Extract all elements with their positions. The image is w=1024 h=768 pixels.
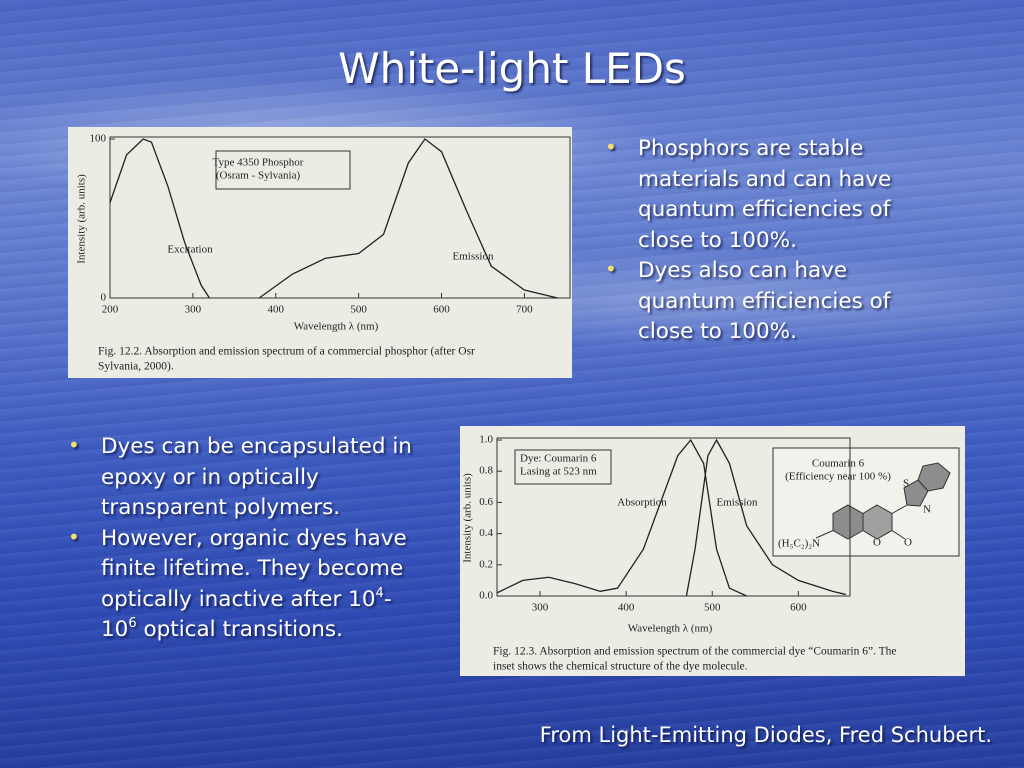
legend-text: Dye: Coumarin 6 bbox=[520, 453, 597, 465]
curve-label: Emission bbox=[717, 497, 758, 509]
y-tick-label: 0.8 bbox=[479, 465, 493, 477]
x-tick-label: 600 bbox=[433, 304, 450, 316]
curve bbox=[258, 138, 558, 299]
bullet: However, organic dyes have finite lifeti… bbox=[68, 522, 418, 646]
y-tick-label: 1.0 bbox=[479, 434, 493, 446]
x-tick-label: 500 bbox=[704, 602, 721, 614]
molecule bbox=[815, 462, 951, 540]
figure-dye: S N O O (H₅C₂)₂N Coumarin 6 (Efficiency … bbox=[460, 426, 965, 676]
caption: Fig. 12.3. Absorption and emission spect… bbox=[493, 646, 897, 658]
legend-box bbox=[215, 150, 351, 190]
x-tick-label: 400 bbox=[268, 304, 285, 316]
bullet: Dyes can be encapsulated in epoxy or in … bbox=[68, 430, 418, 524]
legend-text: Lasing at 523 nm bbox=[520, 466, 597, 478]
x-tick-label: 700 bbox=[516, 304, 533, 316]
bullet: Dyes also can have quantum efficiencies … bbox=[605, 254, 925, 348]
x-tick-label: 500 bbox=[350, 304, 367, 316]
inset-note: (Efficiency near 100 %) bbox=[785, 471, 891, 483]
atom-label: S bbox=[903, 478, 909, 490]
plot-frame bbox=[109, 136, 571, 299]
y-tick-label: 100 bbox=[90, 133, 107, 145]
y-tick-label: 0.0 bbox=[479, 590, 493, 602]
curve-label: Excitation bbox=[167, 244, 213, 256]
superscript: 6 bbox=[128, 616, 137, 631]
atom-label: N bbox=[923, 504, 931, 516]
superscript: 4 bbox=[375, 585, 384, 601]
atom-label: (H₅C₂)₂N bbox=[778, 538, 820, 550]
x-axis-label: Wavelength λ (nm) bbox=[628, 623, 713, 635]
x-tick-label: 300 bbox=[185, 304, 202, 316]
curve-label: Emission bbox=[453, 251, 494, 263]
y-tick-label: 0.2 bbox=[479, 558, 493, 570]
caption: Fig. 12.2. Absorption and emission spect… bbox=[98, 346, 475, 358]
y-axis-label: Intensity (arb. units) bbox=[76, 174, 88, 264]
curve bbox=[685, 438, 846, 597]
legend-box bbox=[514, 449, 612, 485]
atom-label: O bbox=[873, 537, 881, 549]
curve bbox=[109, 138, 211, 299]
y-tick-label: 0.4 bbox=[479, 527, 493, 539]
y-tick-label: 0.6 bbox=[479, 496, 493, 508]
y-tick-label: 0 bbox=[101, 292, 107, 304]
bullet: Phosphors are stable materials and can h… bbox=[605, 132, 925, 256]
x-tick-label: 200 bbox=[102, 304, 119, 316]
x-tick-label: 400 bbox=[618, 602, 635, 614]
plot-frame bbox=[496, 437, 851, 597]
bullet-text: Dyes can be encapsulated in epoxy or in … bbox=[101, 434, 412, 520]
bullet-text: -10 bbox=[101, 586, 392, 643]
caption: inset shows the chemical structure of th… bbox=[493, 661, 748, 673]
curve bbox=[496, 438, 747, 597]
x-tick-label: 600 bbox=[790, 602, 807, 614]
bullet-text: optical transitions. bbox=[136, 617, 343, 642]
bullet-list: Dyes can be encapsulated in epoxy or in … bbox=[68, 430, 418, 646]
inset-title: Coumarin 6 bbox=[812, 458, 865, 470]
x-tick-label: 300 bbox=[532, 602, 549, 614]
curve-label: Absorption bbox=[617, 497, 667, 509]
x-axis-label: Wavelength λ (nm) bbox=[294, 321, 379, 333]
caption: Sylvania, 2000). bbox=[98, 361, 174, 373]
bullet-list: Phosphors are stable materials and can h… bbox=[605, 132, 925, 348]
legend-text: Type 4350 Phosphor bbox=[213, 157, 304, 169]
slide-title: White-light LEDs bbox=[338, 44, 686, 93]
atom-label: O bbox=[904, 537, 912, 549]
source-note: From Light-Emitting Diodes, Fred Schuber… bbox=[539, 723, 992, 747]
figure-phosphor: 200 300 400 500 600 700 0 100 Wavelength λ (nm) I… bbox=[68, 127, 572, 378]
y-axis-label: Intensity (arb. units) bbox=[462, 473, 474, 563]
bullet-text: However, organic dyes have finite lifeti… bbox=[101, 525, 407, 612]
legend-text: (Osram - Sylvania) bbox=[216, 170, 301, 182]
